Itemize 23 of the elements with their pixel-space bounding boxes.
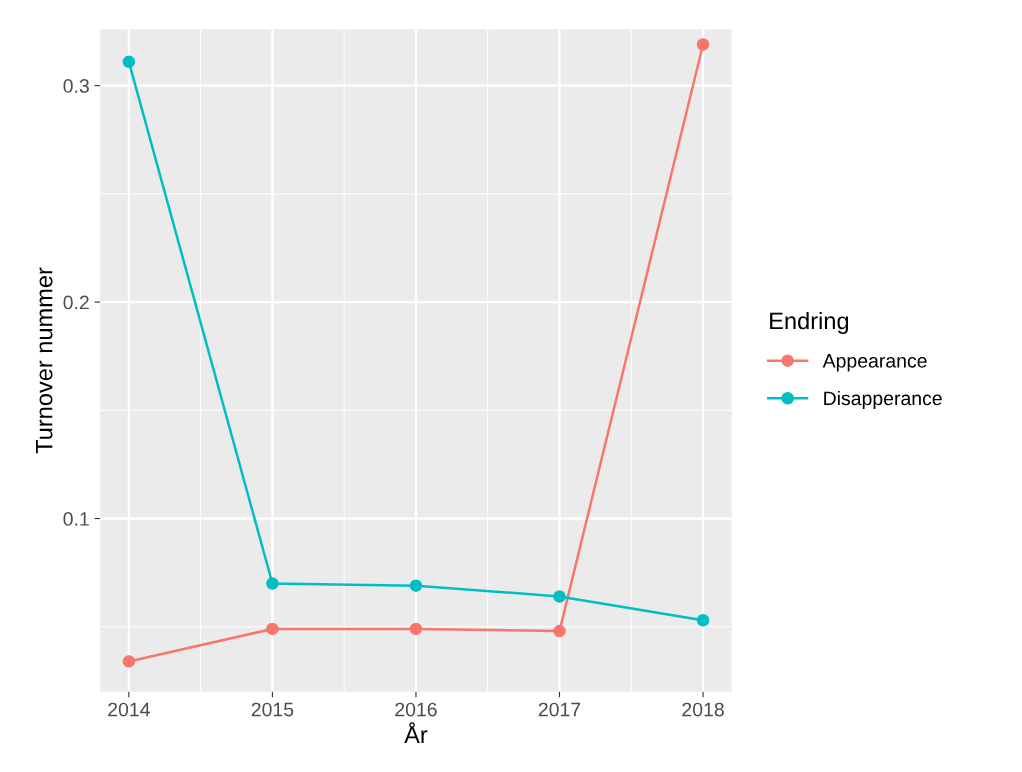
x-tick-label: 2017: [538, 702, 581, 717]
legend-label: Disapperance: [824, 390, 942, 410]
point: [553, 624, 566, 638]
point: [696, 38, 710, 51]
x-tick-label: 2015: [251, 702, 294, 717]
y-tick-label: 0.2: [63, 295, 89, 310]
point: [409, 579, 423, 592]
x-tick-label: 2018: [682, 702, 724, 717]
y-axis-title: Turnover nummer: [36, 267, 53, 454]
legend-label: Appearance: [822, 354, 927, 372]
point: [409, 622, 423, 636]
x-axis-title: År: [404, 722, 428, 743]
y-tick-label: 0.3: [63, 79, 89, 93]
point: [266, 622, 279, 636]
point: [266, 577, 279, 590]
point: [122, 55, 136, 69]
point: [553, 590, 566, 603]
point: [696, 614, 710, 627]
y-tick-label: 0.1: [63, 512, 89, 526]
point: [122, 655, 136, 668]
x-tick-label: 2014: [108, 702, 150, 717]
legend-title: Endring: [770, 311, 849, 334]
x-tick-label: 2016: [395, 702, 437, 717]
